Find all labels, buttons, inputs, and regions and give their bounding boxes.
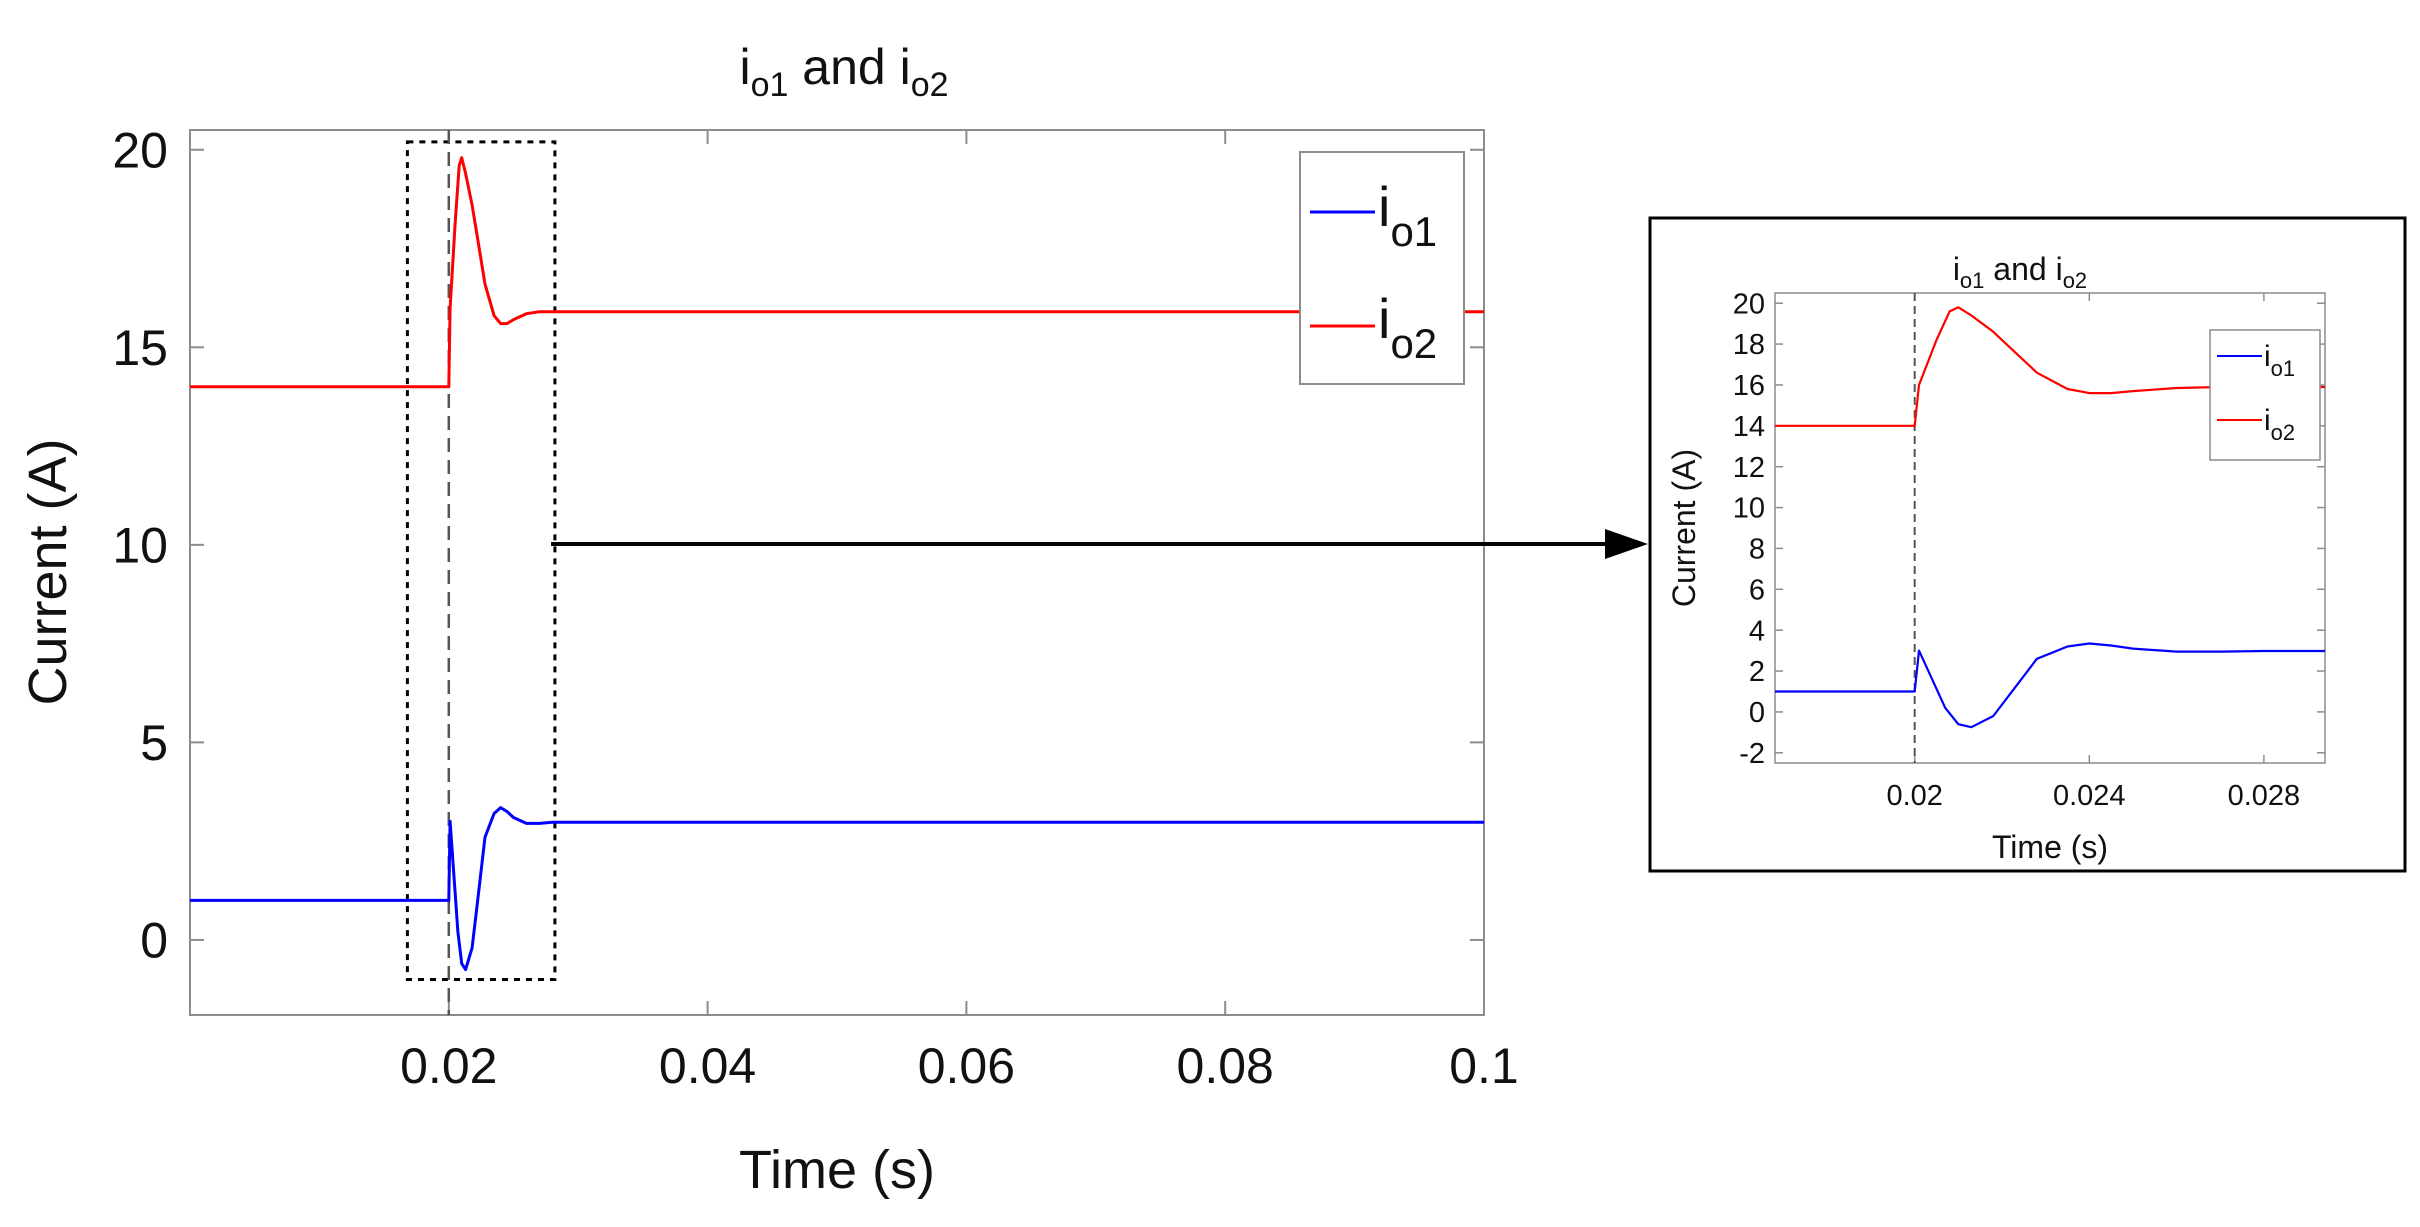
inset-y-tick-label: 20 bbox=[1733, 288, 1765, 320]
main-series-line-io1 bbox=[190, 806, 1484, 972]
main-title-symbol-2: i bbox=[900, 39, 911, 95]
main-title-subscript-2: o2 bbox=[911, 66, 949, 104]
main-y-tick-label: 10 bbox=[112, 517, 168, 573]
main-plot-area bbox=[189, 129, 1485, 1016]
main-x-axis-label: Time (s) bbox=[739, 1140, 935, 1200]
main-x-tick-label: 0.08 bbox=[1177, 1038, 1274, 1094]
main-series-line-io2 bbox=[190, 156, 1484, 389]
inset-x-tick-label: 0.02 bbox=[1886, 780, 1942, 812]
inset-title-joiner: and bbox=[1984, 251, 2055, 287]
inset-legend-label-io2: io2 bbox=[2264, 404, 2295, 445]
main-legend-io1-symbol: i bbox=[1378, 175, 1390, 238]
inset-legend-label-io1: io1 bbox=[2264, 340, 2295, 381]
inset-y-tick-label: 0 bbox=[1749, 697, 1765, 729]
main-series bbox=[190, 156, 1484, 972]
inset-y-tick-label: 12 bbox=[1733, 452, 1765, 484]
main-chart: io1 and io2 0.02 0.04 0.06 0.08 0.105101520 … bbox=[18, 39, 1519, 1200]
inset-legend-io1-symbol: i bbox=[2264, 340, 2271, 373]
inset-title-symbol-2: i bbox=[2056, 251, 2063, 287]
main-title-subscript-1: o1 bbox=[751, 66, 789, 104]
inset-chart: io1 and io2 0.02 0.024 0.028-2024681012141… bbox=[1648, 216, 2407, 873]
main-legend: io1 io2 bbox=[1299, 151, 1465, 385]
inset-legend-io2-subscript: o2 bbox=[2271, 420, 2295, 445]
inset-y-tick-label: -2 bbox=[1739, 738, 1765, 770]
inset-y-tick-label: 10 bbox=[1733, 493, 1765, 525]
inset-y-tick-label: 8 bbox=[1749, 534, 1765, 566]
main-title-symbol-1: i bbox=[739, 39, 750, 95]
main-y-tick-label: 20 bbox=[112, 122, 168, 178]
inset-y-tick-label: 16 bbox=[1733, 370, 1765, 402]
main-x-tick-label: 0.04 bbox=[659, 1038, 756, 1094]
inset-title-subscript-1: o1 bbox=[1960, 268, 1984, 293]
inset-legend-io1-subscript: o1 bbox=[2271, 356, 2295, 381]
main-ticks: 0.02 0.04 0.06 0.08 0.1 0 5 10 15 20 bbox=[112, 122, 1518, 1094]
main-legend-label-io1: io1 bbox=[1378, 175, 1437, 255]
main-zoom-region-box bbox=[405, 140, 557, 981]
inset-x-tick-label: 0.024 bbox=[2053, 780, 2126, 812]
main-y-tick-label: 15 bbox=[112, 320, 168, 376]
main-legend-io2-subscript: o2 bbox=[1390, 320, 1437, 367]
inset-title-symbol-1: i bbox=[1953, 251, 1960, 287]
main-y-axis-label: Current (A) bbox=[18, 438, 78, 705]
main-legend-box bbox=[1299, 151, 1465, 385]
main-y-tick-label: 5 bbox=[140, 715, 168, 771]
inset-series-line-io1 bbox=[1775, 642, 2325, 729]
inset-y-tick-label: 4 bbox=[1749, 615, 1765, 647]
main-legend-label-io2: io2 bbox=[1378, 287, 1437, 367]
inset-x-tick-label: 0.028 bbox=[2228, 780, 2301, 812]
main-x-tick-label: 0.02 bbox=[400, 1038, 497, 1094]
inset-title-subscript-2: o2 bbox=[2063, 268, 2087, 293]
inset-x-axis-label: Time (s) bbox=[1992, 829, 2108, 865]
inset-y-tick-label: 2 bbox=[1749, 656, 1765, 688]
main-y-tick-label: 0 bbox=[140, 912, 168, 968]
main-legend-io1-subscript: o1 bbox=[1390, 208, 1437, 255]
main-legend-io2-symbol: i bbox=[1378, 287, 1390, 350]
main-chart-title: io1 and io2 bbox=[739, 39, 948, 104]
connector-arrowhead bbox=[1605, 529, 1648, 559]
inset-chart-title: io1 and io2 bbox=[1953, 251, 2087, 293]
zoom-connector-arrow bbox=[551, 529, 1648, 559]
main-x-tick-label: 0.1 bbox=[1449, 1038, 1519, 1094]
inset-legend-box bbox=[2209, 329, 2321, 461]
inset-y-tick-label: 14 bbox=[1733, 411, 1765, 443]
inset-legend-io2-symbol: i bbox=[2264, 404, 2271, 437]
inset-legend: io1 io2 bbox=[2209, 329, 2321, 461]
inset-y-axis-label: Current (A) bbox=[1666, 449, 1702, 607]
inset-y-tick-label: 18 bbox=[1733, 329, 1765, 361]
main-zoom-box bbox=[405, 140, 557, 981]
inset-ticks: 0.02 0.024 0.028 -2 0 2 4 6 8 10 12 14 16 18 20 bbox=[1733, 288, 2325, 812]
main-x-tick-label: 0.06 bbox=[918, 1038, 1015, 1094]
inset-y-tick-label: 6 bbox=[1749, 574, 1765, 606]
main-title-joiner: and bbox=[788, 39, 899, 95]
